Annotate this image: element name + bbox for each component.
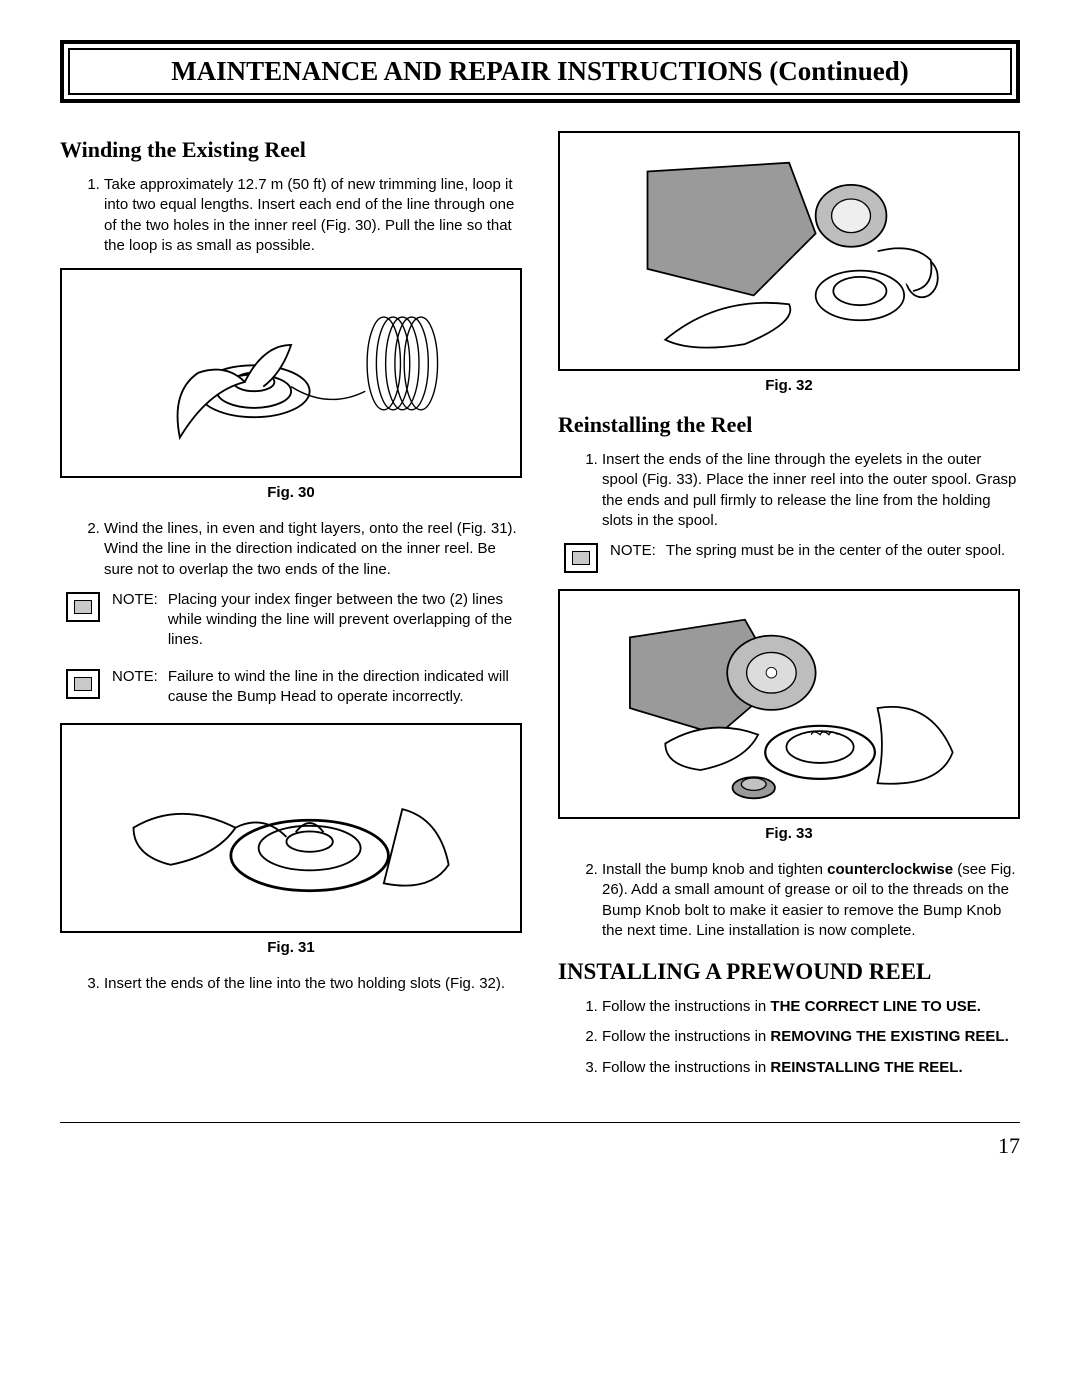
text-bold: REINSTALLING THE REEL. [770,1059,962,1076]
text-bold: THE CORRECT LINE TO USE. [770,998,981,1015]
note-text: Failure to wind the line in the directio… [168,667,522,708]
note-text: The spring must be in the center of the … [666,541,1005,561]
figure-32-caption: Fig. 32 [558,377,1020,394]
note-finger: NOTE: Placing your index finger between … [60,590,522,651]
heading-prewound: INSTALLING A PREWOUND REEL [558,959,1020,985]
note-direction: NOTE: Failure to wind the line in the di… [60,667,522,708]
note-icon [564,543,598,573]
figure-31-illustration [85,735,497,920]
text: Follow the instructions in [602,998,770,1015]
text-bold: counterclockwise [827,861,953,878]
note-text: Placing your index finger between the tw… [168,590,522,651]
reinstall-step-2: Install the bump knob and tighten counte… [602,860,1020,941]
figure-30-illustration [85,280,497,465]
winding-step-3: Insert the ends of the line into the two… [104,974,522,994]
right-column: Fig. 32 Reinstalling the Reel Insert the… [558,131,1020,1088]
figure-33 [558,589,1020,819]
winding-steps-2: Wind the lines, in even and tight layers… [60,519,522,580]
note-label: NOTE: [112,667,158,708]
text: Follow the instructions in [602,1028,770,1045]
prewound-step-2: Follow the instructions in REMOVING THE … [602,1027,1020,1047]
winding-steps-1: Take approximately 12.7 m (50 ft) of new… [60,175,522,256]
winding-step-2: Wind the lines, in even and tight layers… [104,519,522,580]
winding-step-1: Take approximately 12.7 m (50 ft) of new… [104,175,522,256]
figure-30-caption: Fig. 30 [60,484,522,501]
note-label: NOTE: [112,590,158,651]
figure-32 [558,131,1020,371]
heading-reinstalling: Reinstalling the Reel [558,412,1020,438]
page-number: 17 [60,1133,1020,1159]
figure-31-caption: Fig. 31 [60,939,522,956]
heading-winding: Winding the Existing Reel [60,137,522,163]
note-icon [66,592,100,622]
figure-31 [60,723,522,933]
reinstall-step-1: Insert the ends of the line through the … [602,450,1020,531]
prewound-steps: Follow the instructions in THE CORRECT L… [558,997,1020,1078]
page-title: MAINTENANCE AND REPAIR INSTRUCTIONS (Con… [68,48,1012,95]
winding-steps-3: Insert the ends of the line into the two… [60,974,522,994]
reinstall-steps-2: Install the bump knob and tighten counte… [558,860,1020,941]
text: Follow the instructions in [602,1059,770,1076]
figure-33-caption: Fig. 33 [558,825,1020,842]
text-bold: REMOVING THE EXISTING REEL. [770,1028,1008,1045]
figure-30 [60,268,522,478]
figure-32-illustration [583,145,995,357]
title-banner: MAINTENANCE AND REPAIR INSTRUCTIONS (Con… [60,40,1020,103]
text: Install the bump knob and tighten [602,861,827,878]
left-column: Winding the Existing Reel Take approxima… [60,131,522,1088]
figure-33-illustration [583,602,995,805]
note-label: NOTE: [610,541,656,561]
prewound-step-1: Follow the instructions in THE CORRECT L… [602,997,1020,1017]
two-column-layout: Winding the Existing Reel Take approxima… [60,131,1020,1088]
note-spring: NOTE: The spring must be in the center o… [558,541,1020,573]
reinstall-steps-1: Insert the ends of the line through the … [558,450,1020,531]
footer-rule [60,1122,1020,1123]
note-icon [66,669,100,699]
prewound-step-3: Follow the instructions in REINSTALLING … [602,1058,1020,1078]
